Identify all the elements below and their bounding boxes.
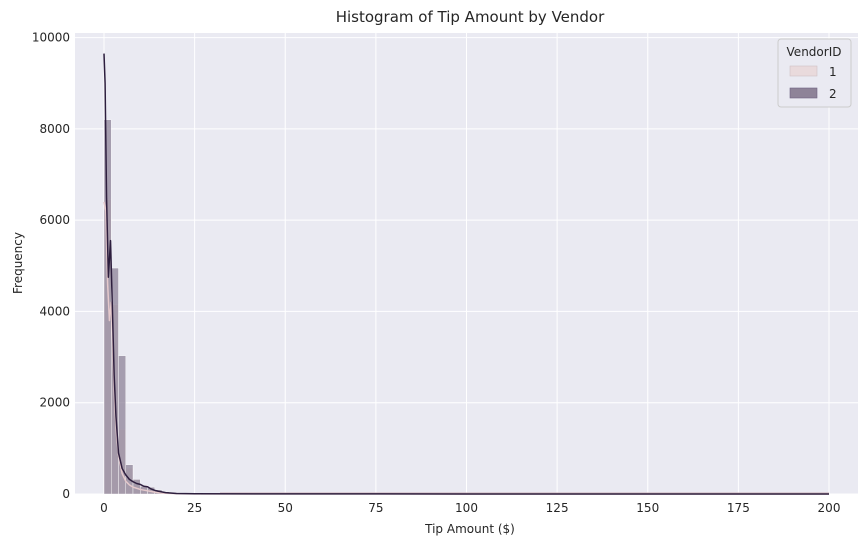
axis-ticks: 0 25 50 75 100 125 150 175 200020004000600080001… bbox=[32, 31, 841, 515]
y-tick-label: 6000 bbox=[39, 213, 70, 227]
y-tick-label: 10000 bbox=[32, 31, 70, 45]
y-axis-label: Frequency bbox=[11, 232, 25, 294]
y-tick-label: 8000 bbox=[39, 122, 70, 136]
x-tick-label: 175 bbox=[727, 501, 750, 515]
x-tick-label: 200 bbox=[818, 501, 841, 515]
x-tick-label: 150 bbox=[636, 501, 659, 515]
legend-swatch-1 bbox=[789, 65, 818, 77]
legend-swatch-2 bbox=[789, 87, 818, 99]
y-tick-label: 4000 bbox=[39, 304, 70, 318]
y-tick-label: 0 bbox=[62, 487, 70, 501]
x-tick-label: 75 bbox=[368, 501, 383, 515]
x-tick-label: 125 bbox=[546, 501, 569, 515]
y-tick-label: 2000 bbox=[39, 396, 70, 410]
histogram-bar-vendor-2 bbox=[118, 355, 126, 495]
x-tick-label: 50 bbox=[278, 501, 293, 515]
x-tick-label: 100 bbox=[455, 501, 478, 515]
chart-title: Histogram of Tip Amount by Vendor bbox=[336, 8, 605, 26]
x-tick-label: 25 bbox=[187, 501, 202, 515]
legend: VendorID 1 2 bbox=[777, 38, 852, 108]
legend-title: VendorID bbox=[787, 45, 842, 59]
legend-label-1: 1 bbox=[829, 65, 837, 79]
x-axis-label: Tip Amount ($) bbox=[424, 522, 515, 536]
legend-label-2: 2 bbox=[829, 87, 837, 101]
kde-curves bbox=[103, 53, 829, 495]
kde-line-vendor-2 bbox=[103, 53, 829, 495]
x-tick-label: 0 bbox=[100, 501, 108, 515]
